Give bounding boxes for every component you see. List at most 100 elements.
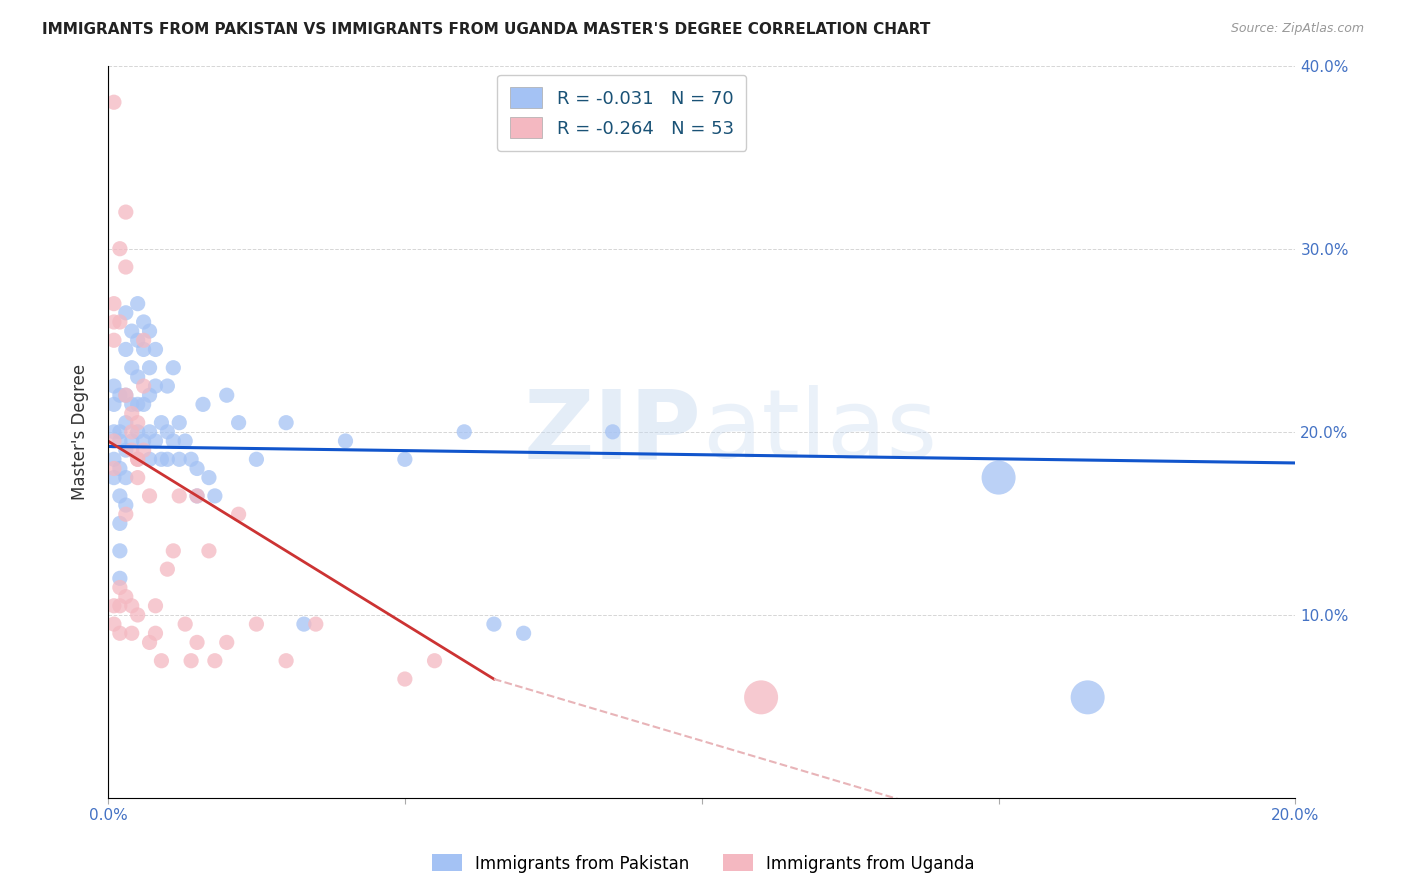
- Point: [103, 461, 125, 475]
- Point: [108, 434, 131, 448]
- Point: [127, 370, 149, 384]
- Point: [150, 654, 173, 668]
- Point: [274, 654, 297, 668]
- Point: [114, 498, 136, 512]
- Point: [108, 315, 131, 329]
- Point: [186, 489, 208, 503]
- Point: [167, 416, 190, 430]
- Point: [156, 562, 179, 576]
- Point: [423, 654, 446, 668]
- Point: [132, 434, 155, 448]
- Point: [204, 489, 226, 503]
- Point: [156, 452, 179, 467]
- Text: atlas: atlas: [702, 385, 936, 478]
- Point: [394, 672, 416, 686]
- Point: [145, 434, 167, 448]
- Point: [114, 205, 136, 219]
- Point: [138, 324, 160, 338]
- Point: [204, 654, 226, 668]
- Point: [127, 425, 149, 439]
- Point: [103, 296, 125, 310]
- Point: [103, 617, 125, 632]
- Point: [150, 452, 173, 467]
- Point: [103, 452, 125, 467]
- Point: [103, 95, 125, 110]
- Point: [108, 516, 131, 531]
- Point: [127, 397, 149, 411]
- Point: [108, 626, 131, 640]
- Point: [180, 452, 202, 467]
- Point: [108, 599, 131, 613]
- Point: [108, 544, 131, 558]
- Point: [245, 452, 267, 467]
- Point: [156, 425, 179, 439]
- Point: [114, 470, 136, 484]
- Point: [512, 626, 534, 640]
- Point: [215, 388, 238, 402]
- Point: [145, 599, 167, 613]
- Point: [1077, 690, 1099, 705]
- Point: [114, 343, 136, 357]
- Point: [167, 489, 190, 503]
- Point: [132, 315, 155, 329]
- Point: [749, 690, 772, 705]
- Point: [162, 360, 184, 375]
- Point: [132, 443, 155, 458]
- Point: [150, 416, 173, 430]
- Point: [103, 434, 125, 448]
- Point: [174, 434, 197, 448]
- Point: [145, 626, 167, 640]
- Point: [138, 388, 160, 402]
- Point: [138, 425, 160, 439]
- Point: [108, 571, 131, 585]
- Point: [482, 617, 505, 632]
- Point: [987, 470, 1010, 484]
- Point: [103, 599, 125, 613]
- Legend: R = -0.031   N = 70, R = -0.264   N = 53: R = -0.031 N = 70, R = -0.264 N = 53: [496, 75, 747, 151]
- Point: [121, 324, 143, 338]
- Point: [127, 416, 149, 430]
- Point: [121, 407, 143, 421]
- Point: [167, 452, 190, 467]
- Point: [103, 315, 125, 329]
- Y-axis label: Master's Degree: Master's Degree: [72, 364, 89, 500]
- Point: [103, 397, 125, 411]
- Point: [114, 306, 136, 320]
- Point: [127, 452, 149, 467]
- Point: [191, 397, 214, 411]
- Point: [162, 434, 184, 448]
- Point: [228, 507, 250, 521]
- Point: [121, 360, 143, 375]
- Point: [121, 434, 143, 448]
- Point: [245, 617, 267, 632]
- Point: [198, 470, 221, 484]
- Point: [335, 434, 357, 448]
- Point: [114, 416, 136, 430]
- Point: [156, 379, 179, 393]
- Point: [394, 452, 416, 467]
- Point: [215, 635, 238, 649]
- Point: [121, 626, 143, 640]
- Point: [228, 416, 250, 430]
- Point: [162, 544, 184, 558]
- Legend: Immigrants from Pakistan, Immigrants from Uganda: Immigrants from Pakistan, Immigrants fro…: [425, 847, 981, 880]
- Point: [174, 617, 197, 632]
- Point: [103, 379, 125, 393]
- Point: [121, 425, 143, 439]
- Point: [108, 425, 131, 439]
- Point: [138, 489, 160, 503]
- Point: [274, 416, 297, 430]
- Point: [305, 617, 328, 632]
- Point: [127, 333, 149, 347]
- Point: [121, 599, 143, 613]
- Text: ZIP: ZIP: [524, 385, 702, 478]
- Point: [453, 425, 475, 439]
- Point: [186, 461, 208, 475]
- Point: [121, 397, 143, 411]
- Point: [186, 489, 208, 503]
- Point: [127, 470, 149, 484]
- Point: [114, 260, 136, 274]
- Point: [108, 242, 131, 256]
- Point: [138, 452, 160, 467]
- Text: IMMIGRANTS FROM PAKISTAN VS IMMIGRANTS FROM UGANDA MASTER'S DEGREE CORRELATION C: IMMIGRANTS FROM PAKISTAN VS IMMIGRANTS F…: [42, 22, 931, 37]
